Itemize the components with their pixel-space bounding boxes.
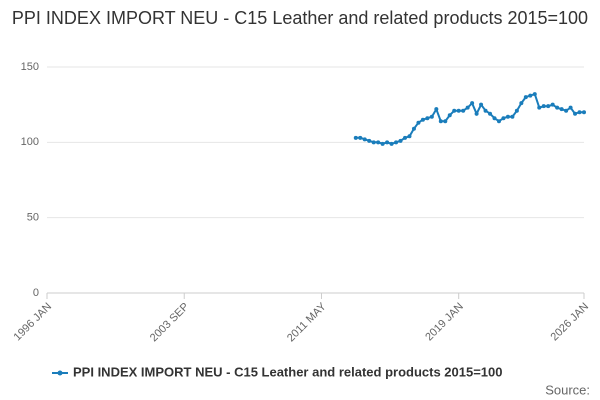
point bbox=[519, 101, 524, 106]
point bbox=[564, 108, 569, 113]
point bbox=[371, 140, 376, 145]
point bbox=[483, 108, 488, 113]
point bbox=[403, 135, 407, 140]
point bbox=[514, 108, 519, 113]
x-tick-label: 2011 MAY bbox=[285, 300, 329, 344]
point bbox=[358, 135, 363, 140]
point bbox=[573, 111, 578, 116]
point bbox=[398, 138, 403, 143]
y-tick-label: 50 bbox=[27, 212, 39, 224]
point bbox=[577, 110, 582, 115]
point bbox=[532, 92, 537, 97]
x-tick-label: 2026 JAN bbox=[549, 301, 592, 344]
chart-title: PPI INDEX IMPORT NEU - C15 Leather and r… bbox=[11, 8, 589, 28]
point bbox=[394, 140, 399, 145]
point bbox=[438, 119, 443, 124]
point bbox=[380, 141, 385, 146]
point bbox=[389, 141, 394, 146]
point bbox=[367, 138, 372, 143]
point bbox=[461, 108, 466, 113]
point bbox=[474, 111, 479, 116]
point bbox=[353, 135, 358, 140]
point bbox=[505, 114, 510, 119]
point bbox=[452, 108, 457, 113]
series-line bbox=[355, 92, 584, 145]
point bbox=[425, 116, 430, 121]
y-tick-label: 0 bbox=[33, 287, 39, 299]
legend-swatch-dot bbox=[57, 370, 63, 376]
point bbox=[416, 120, 421, 125]
point bbox=[546, 104, 551, 109]
point bbox=[447, 113, 452, 118]
point bbox=[376, 140, 381, 145]
point bbox=[420, 117, 425, 122]
source: Source: bbox=[545, 382, 590, 397]
point bbox=[362, 137, 367, 142]
point bbox=[492, 116, 497, 121]
y-tick-label: 150 bbox=[21, 61, 39, 73]
point bbox=[555, 105, 560, 110]
point bbox=[496, 119, 501, 124]
point bbox=[385, 140, 390, 145]
point bbox=[528, 93, 533, 98]
point bbox=[488, 111, 493, 116]
point bbox=[411, 126, 416, 131]
point bbox=[568, 105, 573, 110]
point bbox=[510, 114, 515, 119]
y-tick-label: 100 bbox=[21, 136, 39, 148]
point bbox=[501, 116, 506, 121]
point bbox=[537, 105, 542, 110]
point bbox=[429, 114, 434, 119]
point bbox=[407, 134, 412, 139]
point bbox=[582, 110, 586, 115]
point bbox=[479, 102, 484, 107]
legend-label: PPI INDEX IMPORT NEU - C15 Leather and r… bbox=[73, 364, 503, 379]
point bbox=[550, 102, 555, 107]
x-tick-label: 2019 JAN bbox=[423, 301, 466, 344]
point bbox=[541, 104, 546, 109]
point bbox=[434, 107, 439, 112]
x-tick-label: 2003 SEP bbox=[148, 301, 192, 345]
point bbox=[465, 105, 470, 110]
point bbox=[456, 108, 461, 113]
point bbox=[470, 101, 475, 106]
x-tick-label: 1996 JAN bbox=[12, 301, 55, 344]
point bbox=[443, 119, 448, 124]
point bbox=[559, 107, 564, 112]
point bbox=[523, 95, 528, 100]
